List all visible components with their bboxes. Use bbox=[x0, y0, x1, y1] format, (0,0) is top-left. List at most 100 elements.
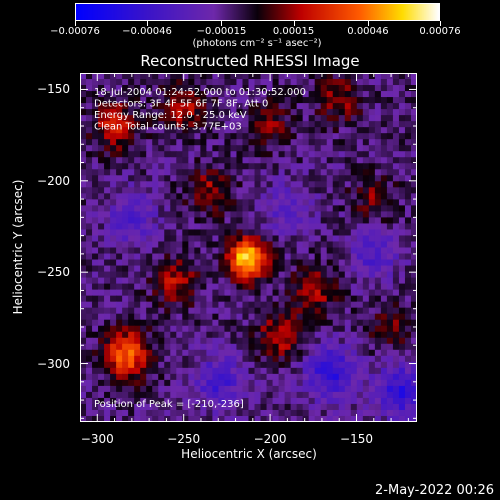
heatmap-cell bbox=[290, 73, 298, 80]
heatmap-cell bbox=[134, 175, 141, 182]
heatmap-cell bbox=[170, 145, 177, 152]
heatmap-cell bbox=[176, 289, 183, 297]
heatmap-cell bbox=[176, 367, 183, 375]
heatmap-cell bbox=[332, 109, 340, 116]
heatmap-cell bbox=[194, 313, 201, 321]
heatmap-cell bbox=[398, 79, 406, 86]
heatmap-cell bbox=[332, 361, 340, 369]
heatmap-cell bbox=[272, 361, 280, 369]
heatmap-cell bbox=[224, 79, 232, 86]
heatmap-cell bbox=[260, 265, 268, 273]
heatmap-cell bbox=[134, 223, 141, 231]
heatmap-cell bbox=[278, 247, 286, 255]
heatmap-cell bbox=[284, 205, 292, 212]
heatmap-cell bbox=[86, 361, 93, 369]
heatmap-cell bbox=[128, 385, 135, 393]
heatmap-cell bbox=[116, 325, 123, 333]
heatmap-cell bbox=[80, 337, 87, 345]
heatmap-cell bbox=[236, 409, 244, 417]
heatmap-cell bbox=[158, 199, 165, 206]
heatmap-cell bbox=[374, 373, 382, 381]
heatmap-cell bbox=[104, 319, 111, 327]
heatmap-cell bbox=[386, 409, 394, 417]
heatmap-cell bbox=[356, 199, 364, 206]
heatmap-cell bbox=[104, 97, 111, 104]
heatmap-cell bbox=[392, 379, 400, 387]
heatmap-cell bbox=[86, 277, 93, 285]
colorbar-tick-mark bbox=[221, 21, 223, 26]
heatmap-cell bbox=[272, 265, 280, 273]
heatmap-cell bbox=[362, 259, 370, 267]
heatmap-cell bbox=[140, 367, 147, 375]
heatmap-cell bbox=[206, 229, 213, 237]
heatmap-cell bbox=[380, 163, 388, 170]
heatmap-cell bbox=[410, 109, 417, 116]
heatmap-cell bbox=[206, 121, 213, 128]
heatmap-cell bbox=[206, 361, 213, 369]
heatmap-cell bbox=[404, 397, 412, 405]
heatmap-cell bbox=[302, 187, 310, 194]
heatmap-cell bbox=[86, 97, 93, 104]
heatmap-cell bbox=[278, 199, 286, 206]
heatmap-cell bbox=[374, 301, 382, 309]
heatmap-cell bbox=[308, 169, 316, 176]
heatmap-cell bbox=[146, 409, 153, 417]
heatmap-cell bbox=[398, 379, 406, 387]
heatmap-cell bbox=[374, 181, 382, 188]
heatmap-cell bbox=[368, 301, 376, 309]
plot-frame bbox=[80, 73, 417, 422]
heatmap-cell bbox=[98, 253, 105, 261]
heatmap-cell bbox=[272, 283, 280, 291]
heatmap-cell bbox=[170, 121, 177, 128]
heatmap-cell bbox=[320, 217, 328, 225]
heatmap-cell bbox=[146, 241, 153, 249]
heatmap-cell bbox=[284, 187, 292, 194]
heatmap-cell bbox=[314, 121, 322, 128]
heatmap-cell bbox=[200, 379, 207, 387]
heatmap-cell bbox=[230, 103, 238, 110]
heatmap-cell bbox=[194, 409, 201, 417]
heatmap-cell bbox=[284, 349, 292, 357]
heatmap-cell bbox=[260, 163, 268, 170]
heatmap-cell bbox=[194, 133, 201, 140]
heatmap-cell bbox=[128, 163, 135, 170]
heatmap-cell bbox=[332, 205, 340, 212]
heatmap-cell bbox=[80, 289, 87, 297]
heatmap-cell bbox=[386, 133, 394, 140]
heatmap-cell bbox=[242, 313, 250, 321]
heatmap-cell bbox=[152, 409, 159, 417]
heatmap-cell bbox=[404, 145, 412, 152]
heatmap-cell bbox=[188, 397, 195, 405]
heatmap-cell bbox=[410, 289, 417, 297]
heatmap-cell bbox=[140, 151, 147, 158]
heatmap-cell bbox=[362, 283, 370, 291]
heatmap-cell bbox=[392, 235, 400, 243]
heatmap-cell bbox=[386, 97, 394, 104]
heatmap-cell bbox=[122, 169, 129, 176]
heatmap-cell bbox=[176, 343, 183, 351]
heatmap-cell bbox=[254, 373, 262, 381]
heatmap-cell bbox=[242, 361, 250, 369]
heatmap-cell bbox=[176, 325, 183, 333]
heatmap-cell bbox=[344, 79, 352, 86]
heatmap-cell bbox=[236, 199, 244, 206]
heatmap-cell bbox=[332, 313, 340, 321]
heatmap-cell bbox=[80, 121, 87, 128]
heatmap-cell bbox=[326, 181, 334, 188]
heatmap-cell bbox=[344, 385, 352, 393]
heatmap-cell bbox=[164, 355, 171, 363]
heatmap-cell bbox=[320, 325, 328, 333]
heatmap-cell bbox=[194, 181, 201, 188]
heatmap-cell bbox=[98, 373, 105, 381]
heatmap-cell bbox=[302, 361, 310, 369]
heatmap-cell bbox=[212, 235, 220, 243]
heatmap-cell bbox=[236, 325, 244, 333]
heatmap-cell bbox=[374, 379, 382, 387]
heatmap-cell bbox=[350, 115, 358, 122]
heatmap-cell bbox=[134, 199, 141, 206]
heatmap-cell bbox=[308, 283, 316, 291]
heatmap-cell bbox=[188, 331, 195, 339]
heatmap-cell bbox=[104, 151, 111, 158]
heatmap-cell bbox=[356, 235, 364, 243]
heatmap-cell bbox=[266, 295, 274, 303]
